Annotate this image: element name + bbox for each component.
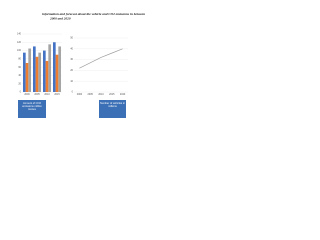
y-tick-label: 10 bbox=[70, 80, 73, 83]
page-title: information and forecast about the vehic… bbox=[42, 12, 145, 21]
bar bbox=[45, 60, 49, 92]
chart-note: Number of vehicles in millions bbox=[99, 100, 126, 118]
y-tick-label: 20 bbox=[18, 82, 21, 85]
y-tick-label: 0 bbox=[20, 91, 22, 94]
y-tick-label: 50 bbox=[70, 37, 73, 40]
x-tick-label: 2005 bbox=[88, 93, 94, 96]
y-tick-label: 30 bbox=[70, 58, 73, 61]
bar bbox=[25, 63, 29, 92]
x-tick-label: 2015 bbox=[109, 93, 115, 96]
y-tick-label: 40 bbox=[18, 74, 21, 77]
title-line: information and forecast about the vehic… bbox=[42, 12, 145, 16]
bar bbox=[43, 50, 46, 92]
x-tick-label: 2000 bbox=[24, 93, 30, 96]
page-canvas: information and forecast about the vehic… bbox=[17, 12, 145, 96]
y-tick-label: 20 bbox=[70, 69, 73, 72]
bar bbox=[48, 44, 51, 92]
bar bbox=[33, 46, 36, 92]
title-line: 2000 and 2020 bbox=[49, 16, 71, 20]
y-tick-label: 120 bbox=[17, 41, 22, 44]
bar bbox=[53, 42, 56, 92]
page: {"title": "information and forecast abou… bbox=[0, 0, 149, 198]
x-tick-label: 2005 bbox=[34, 93, 40, 96]
line bbox=[79, 48, 123, 69]
bar bbox=[38, 52, 41, 92]
document: information and forecast about the vehic… bbox=[0, 0, 149, 198]
bar bbox=[35, 56, 39, 92]
y-tick-label: 60 bbox=[18, 66, 21, 69]
x-tick-label: 2015 bbox=[54, 93, 60, 96]
bar bbox=[58, 46, 61, 92]
x-tick-label: 2010 bbox=[44, 93, 50, 96]
bar bbox=[28, 48, 31, 92]
y-tick-label: 140 bbox=[17, 33, 22, 36]
x-tick-label: 2010 bbox=[98, 93, 104, 96]
x-tick-label: 2020 bbox=[120, 93, 126, 96]
bar bbox=[55, 54, 59, 92]
chart-note: Amount of CO2 emissions million tonnes bbox=[18, 100, 46, 118]
y-tick-label: 80 bbox=[18, 57, 21, 60]
y-tick-label: 0 bbox=[72, 91, 74, 94]
bar bbox=[23, 52, 26, 92]
y-tick-label: 40 bbox=[70, 47, 73, 50]
y-tick-label: 100 bbox=[17, 49, 22, 52]
x-tick-label: 2000 bbox=[77, 93, 83, 96]
